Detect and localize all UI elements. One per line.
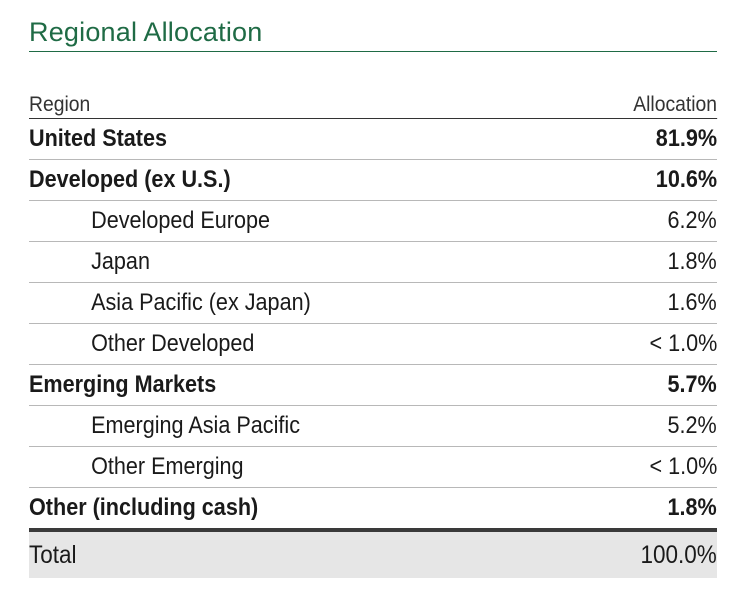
table-row: Developed (ex U.S.) 10.6% xyxy=(29,160,717,201)
header-region: Region xyxy=(29,93,91,116)
row-allocation: 1.6% xyxy=(667,289,717,316)
row-allocation: < 1.0% xyxy=(649,453,717,480)
total-divider xyxy=(29,528,717,532)
row-allocation: < 1.0% xyxy=(649,330,717,357)
table-row: Developed Europe 6.2% xyxy=(29,201,717,242)
total-label: Total xyxy=(29,540,77,569)
row-region: Other Emerging xyxy=(91,453,244,480)
table-row: United States 81.9% xyxy=(29,119,717,160)
row-region: Developed (ex U.S.) xyxy=(29,166,231,193)
total-row: Total 100.0% xyxy=(29,532,717,578)
table-header: Region Allocation xyxy=(29,87,718,119)
table-row: Emerging Asia Pacific 5.2% xyxy=(29,406,717,447)
row-allocation: 5.2% xyxy=(667,412,717,439)
row-region: Other Developed xyxy=(91,330,255,357)
table-row: Japan 1.8% xyxy=(29,242,717,283)
row-allocation: 5.7% xyxy=(667,371,717,398)
row-allocation: 10.6% xyxy=(655,166,717,193)
row-region: Other (including cash) xyxy=(29,494,259,521)
row-region: Emerging Asia Pacific xyxy=(91,412,300,439)
table-row: Other (including cash) 1.8% xyxy=(29,488,717,528)
row-region: Emerging Markets xyxy=(29,371,217,398)
row-region: Japan xyxy=(91,248,150,275)
row-allocation: 1.8% xyxy=(667,248,717,275)
table-row: Other Developed < 1.0% xyxy=(29,324,717,365)
row-region: Asia Pacific (ex Japan) xyxy=(91,289,311,316)
table-row: Other Emerging < 1.0% xyxy=(29,447,717,488)
regional-allocation-panel: Regional Allocation Region Allocation Un… xyxy=(29,14,718,578)
row-region: United States xyxy=(29,125,168,152)
row-allocation: 6.2% xyxy=(667,207,717,234)
row-region: Developed Europe xyxy=(91,207,271,234)
row-allocation: 81.9% xyxy=(655,125,717,152)
section-title: Regional Allocation xyxy=(29,17,263,47)
allocation-table: Region Allocation United States 81.9% De… xyxy=(29,87,718,578)
total-value: 100.0% xyxy=(640,540,717,569)
table-row: Asia Pacific (ex Japan) 1.6% xyxy=(29,283,717,324)
title-divider xyxy=(29,51,717,52)
header-allocation: Allocation xyxy=(633,93,718,116)
row-allocation: 1.8% xyxy=(667,494,717,521)
table-row: Emerging Markets 5.7% xyxy=(29,365,717,406)
